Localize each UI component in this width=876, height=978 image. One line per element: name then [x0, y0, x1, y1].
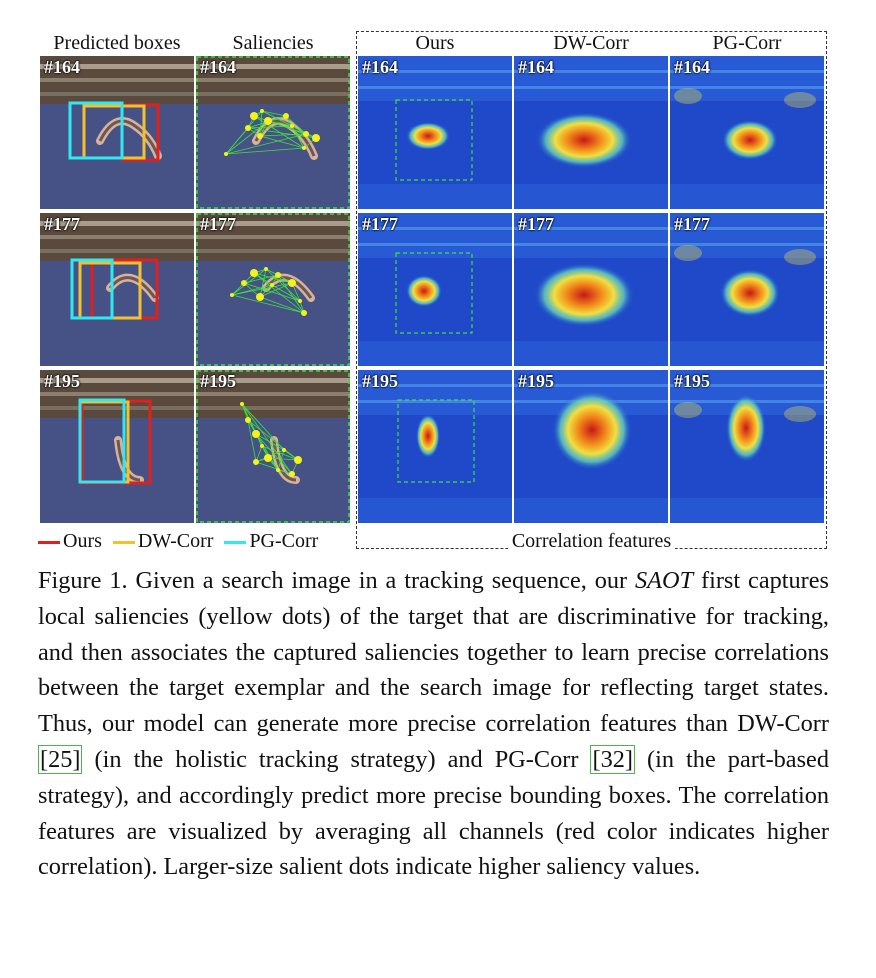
frame-number: #195 [362, 371, 398, 391]
frame-number: #164 [362, 57, 398, 77]
caption-prefix: Figure 1. Given a search image in a trac… [38, 567, 636, 594]
legend-label-ours: Ours [63, 530, 102, 552]
header-ours: Ours [415, 32, 455, 54]
frame-number: #177 [674, 214, 710, 234]
tile-boxes-row-1: #164 [40, 56, 194, 209]
dw-image [514, 213, 668, 366]
legend-label-pg: PG-Corr [249, 530, 319, 552]
boxes-image [40, 56, 194, 209]
header-predicted-boxes: Predicted boxes [53, 32, 181, 54]
tile-dw-row-1: #164 [514, 56, 668, 209]
tile-pg-row-1: #164 [670, 56, 824, 209]
tile-saliency-row-1: #164 [196, 56, 350, 209]
saliency-image [196, 56, 350, 209]
dw-image [514, 370, 668, 523]
frame-number: #177 [44, 214, 80, 234]
frame-number: #177 [362, 214, 398, 234]
ours-image [358, 56, 512, 209]
frame-number: #164 [200, 57, 236, 77]
frame-number: #195 [518, 371, 554, 391]
tile-ours-row-2: #177 [358, 213, 512, 366]
tile-ours-row-1: #164 [358, 56, 512, 209]
pg-image [670, 213, 824, 366]
caption-part3: (in the part-based strategy), and accord… [38, 745, 829, 881]
ours-image [358, 370, 512, 523]
tile-saliency-row-3: #195 [196, 370, 350, 523]
tile-dw-row-3: #195 [514, 370, 668, 523]
caption-part2: (in the holistic tracking strategy) and … [82, 745, 591, 773]
correlation-features-text: Correlation features [507, 530, 676, 552]
frame-number: #177 [200, 214, 236, 234]
figure-caption: Figure 1. Given a search image in a trac… [38, 563, 829, 885]
legend: Ours DW-Corr PG-Corr [38, 530, 318, 553]
frame-number: #195 [674, 371, 710, 391]
citation-link-25[interactable]: [25] [38, 744, 83, 774]
legend-swatch-ours [38, 540, 60, 544]
pg-image [670, 56, 824, 209]
frame-number: #164 [518, 57, 554, 77]
caption-part1: first captures local saliencies (yellow … [38, 567, 829, 738]
frame-number: #195 [44, 371, 80, 391]
frame-number: #164 [44, 57, 80, 77]
tile-saliency-row-2: #177 [196, 213, 350, 366]
header-pg-corr: PG-Corr [712, 32, 782, 54]
tile-ours-row-3: #195 [358, 370, 512, 523]
frame-number: #195 [200, 371, 236, 391]
tile-pg-row-2: #177 [670, 213, 824, 366]
frame-number: #177 [518, 214, 554, 234]
header-saliencies: Saliencies [232, 32, 314, 54]
legend-swatch-pg [224, 540, 247, 544]
tile-boxes-row-2: #177 [40, 213, 194, 366]
saliency-image [196, 213, 350, 366]
legend-label-dw: DW-Corr [137, 530, 214, 552]
saliency-image [196, 370, 350, 523]
tile-pg-row-3: #195 [670, 370, 824, 523]
tile-boxes-row-3: #195 [40, 370, 194, 523]
legend-swatch-dw [112, 540, 135, 544]
header-dw-corr: DW-Corr [553, 32, 629, 54]
frame-number: #164 [674, 57, 710, 77]
dw-image [514, 56, 668, 209]
ours-image [358, 213, 512, 366]
caption-method: SAOT [635, 567, 694, 594]
pg-image [670, 370, 824, 523]
boxes-image [40, 370, 194, 523]
boxes-image [40, 213, 194, 366]
tile-dw-row-2: #177 [514, 213, 668, 366]
citation-link-32[interactable]: [32] [590, 744, 635, 774]
correlation-features-label: Correlation features [356, 530, 827, 553]
